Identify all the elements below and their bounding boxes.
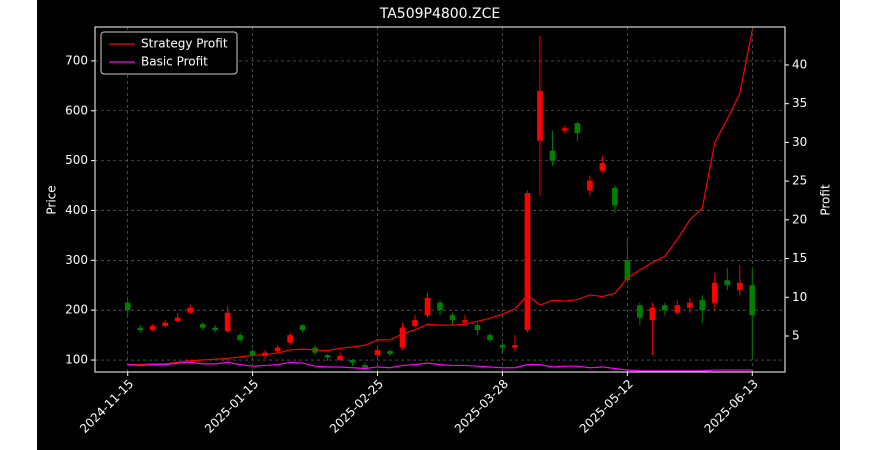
candle-body [424,297,431,316]
plot-frame [94,26,786,373]
candle-body [287,335,293,343]
candle-body [724,280,731,286]
y-tick-label: 700 [65,53,88,67]
candle-body [637,305,643,318]
legend-label: Basic Profit [141,55,208,69]
candle-body [299,325,306,331]
y2-tick-label: 15 [792,251,807,265]
y-tick-label: 200 [65,303,88,317]
y-tick-label: 300 [65,253,88,267]
candle-body [199,324,206,328]
candle-body [599,163,606,171]
candle-body [549,150,556,161]
candle-body [462,320,468,323]
candle-body [387,351,393,355]
candle-body [662,305,668,311]
line-series [127,361,753,372]
candle-body [174,317,181,322]
candle-body [674,305,681,313]
candle-body [149,326,156,331]
y-axis-label: Price [45,185,59,214]
candle-body [212,327,218,331]
candle-body [224,312,231,332]
y2-tick-label: 20 [792,212,807,226]
candle-body [324,355,331,358]
candle-body [412,320,418,327]
candle-body [249,351,256,356]
candle-body [562,128,568,131]
candle-body [474,325,481,331]
chart-title: TA509P4800.ZCE [379,6,501,22]
candle-body [587,180,593,191]
legend-label: Strategy Profit [141,37,228,51]
candle-body [437,302,443,311]
legend-box [100,31,238,75]
y2-tick-label: 10 [792,290,807,304]
y-tick-label: 600 [65,103,88,117]
y2-tick-label: 30 [792,135,807,149]
candle-body [337,356,343,361]
candle-body [237,335,243,341]
candle-body [137,327,144,331]
y2-tick-label: 40 [792,57,807,71]
candle-body [124,302,131,311]
candle-body [574,123,581,134]
candle-body [711,282,718,303]
y2-tick-label: 25 [792,174,807,188]
candle-body [524,193,531,331]
candle-body [624,260,631,281]
candle-body [699,300,706,311]
candle-body [349,360,356,363]
candle-body [537,90,543,141]
candle-body [687,302,693,308]
candle-body [499,345,506,348]
candle-body [449,315,456,321]
y2-tick-label: 35 [792,96,807,110]
candle-body [399,327,406,348]
y-tick-label: 500 [65,153,88,167]
y-tick-label: 400 [65,203,88,217]
candle-body [187,307,193,313]
y-tick-label: 100 [65,353,88,367]
candle-body [162,322,169,327]
candle-body [612,188,618,206]
candle-body [274,347,281,352]
candle-body [487,335,493,341]
y2-tick-label: 5 [792,328,800,342]
line-series [127,29,753,366]
figure-background [37,0,840,450]
y2-axis-label: Profit [819,184,833,216]
candle-body [512,345,518,348]
candle-body [749,285,756,316]
candle-body [374,350,381,356]
candle-body [362,365,368,368]
candle-body [736,282,743,291]
candle-body [649,307,656,321]
